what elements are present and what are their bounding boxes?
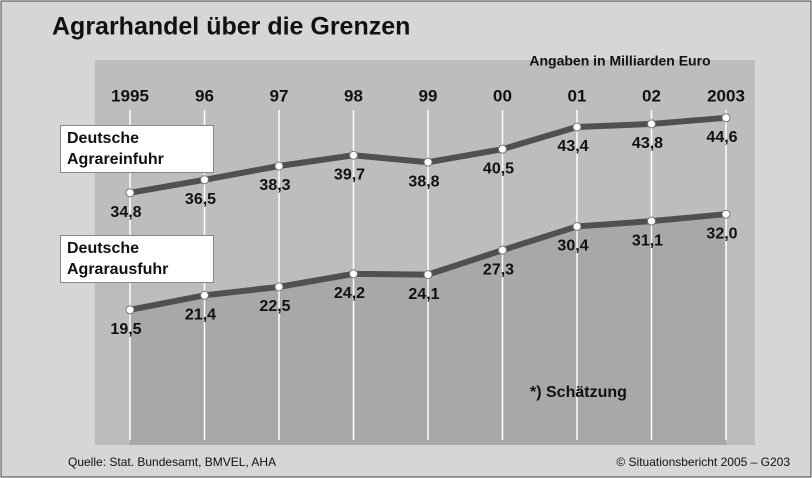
point (498, 245, 507, 255)
point (423, 157, 433, 167)
value-label: 43,4 (557, 138, 588, 155)
value-label: 40,5 (483, 160, 514, 177)
point (200, 290, 209, 300)
point (572, 122, 582, 132)
point (572, 221, 582, 231)
point (647, 119, 656, 129)
point (274, 161, 284, 171)
point (125, 305, 135, 315)
chart-title: Agrarhandel über die Grenzen (52, 13, 410, 41)
point (647, 216, 656, 226)
point (349, 150, 358, 160)
source: Quelle: Stat. Bundesamt, BMVEL, AHA (68, 455, 276, 469)
value-label: 36,5 (185, 191, 216, 208)
value-label: 21,4 (185, 307, 216, 324)
point (125, 188, 135, 198)
value-label: 38,8 (408, 173, 439, 190)
x-tick-label: 02 (642, 86, 661, 105)
value-label: 38,3 (259, 177, 290, 194)
value-label: 39,7 (334, 167, 365, 184)
value-label: 24,2 (334, 285, 365, 302)
chart-subtitle: Angaben in Milliarden Euro (529, 53, 710, 69)
x-tick-label: 2003 (707, 86, 745, 105)
point (498, 144, 507, 154)
legend-entry: Deutsche Agrarausfuhr (60, 235, 214, 283)
legend-entry: Deutsche Agrareinfuhr (60, 125, 214, 173)
value-label: 34,8 (110, 204, 141, 221)
x-tick-label: 1995 (111, 86, 149, 105)
x-tick-label: 97 (270, 86, 289, 105)
x-tick-label: 00 (493, 86, 512, 105)
value-label: 22,5 (259, 298, 290, 315)
value-label: 32,0 (706, 225, 737, 242)
x-tick-label: 01 (568, 86, 587, 105)
value-label: 27,3 (483, 261, 514, 278)
point (721, 209, 731, 219)
point (423, 270, 433, 280)
point (274, 282, 284, 292)
point (349, 269, 358, 279)
value-label: 24,1 (408, 286, 439, 303)
x-tick-label: 96 (195, 86, 214, 105)
note: *) Schätzung (530, 384, 627, 401)
value-label: 19,5 (110, 321, 141, 338)
value-label: 30,4 (557, 238, 588, 255)
value-label: 44,6 (706, 129, 737, 146)
credit: © Situationsbericht 2005 – G203 (616, 455, 790, 469)
value-label: 43,8 (632, 135, 663, 152)
point (721, 113, 731, 123)
point (200, 175, 209, 185)
x-tick-label: 99 (419, 86, 438, 105)
x-tick-label: 98 (344, 86, 363, 105)
value-label: 31,1 (632, 232, 663, 249)
